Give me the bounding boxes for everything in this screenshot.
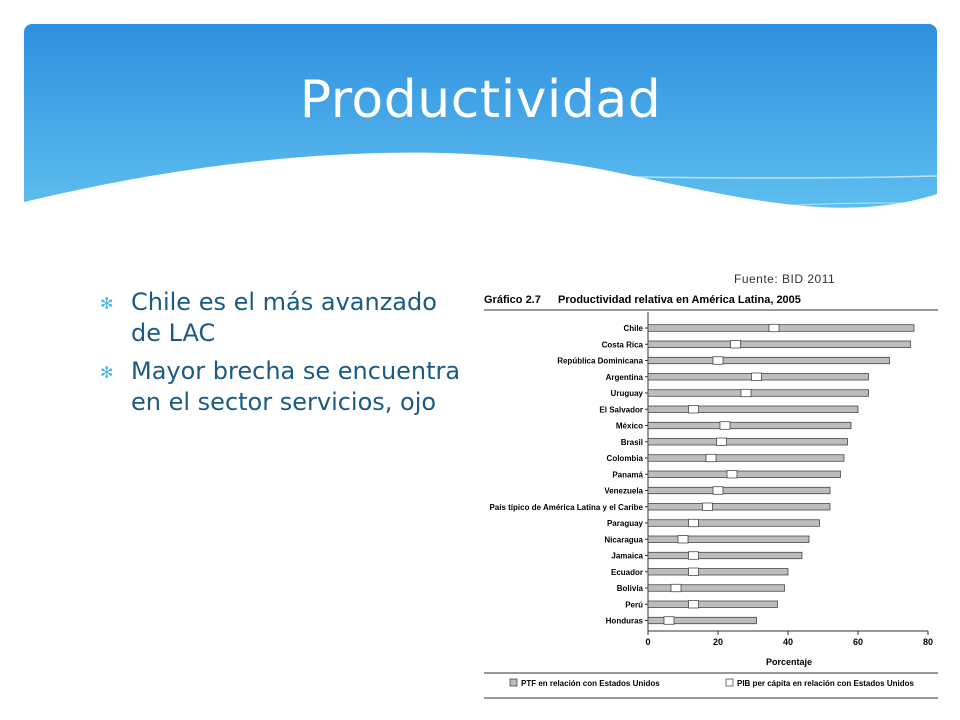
title-banner [24, 24, 937, 279]
x-tick-label: 0 [645, 637, 650, 647]
marker-pib [768, 323, 780, 333]
bar-ptf [647, 551, 803, 560]
category-label: México [616, 422, 643, 431]
category-label: República Dominicana [557, 357, 643, 366]
legend-swatch-pib [725, 678, 734, 687]
chart-title: Productividad relativa en América Latina… [558, 294, 801, 306]
bar-ptf [647, 324, 915, 332]
chart-title-prefix: Gráfico 2.7 [484, 294, 541, 306]
category-label: Nicaragua [604, 535, 643, 544]
x-axis-label: Porcentaje [766, 657, 812, 667]
bullet-item: ✻ Chile es el más avanzado de LAC [100, 287, 470, 349]
category-label: Brasil [621, 438, 643, 447]
bar-ptf [647, 568, 789, 576]
bar-ptf [647, 486, 831, 495]
marker-pib [751, 372, 762, 381]
marker-pib [688, 551, 699, 560]
legend-label-pib: PIB per cápita en relación con Estados U… [737, 679, 914, 688]
x-tick-label: 20 [713, 637, 723, 647]
bar-ptf [647, 584, 785, 592]
bar-ptf [647, 454, 845, 462]
category-label: Venezuela [604, 487, 643, 496]
marker-pib [716, 437, 727, 446]
category-label: Honduras [606, 617, 644, 626]
bar-ptf [647, 600, 778, 608]
category-label: Argentina [606, 373, 644, 382]
productivity-chart: Gráfico 2.7 Productividad relativa en Am… [484, 294, 938, 699]
bar-ptf [647, 519, 820, 527]
bar-ptf [647, 616, 757, 625]
category-label: El Salvador [599, 405, 643, 414]
marker-pib [719, 421, 731, 430]
x-tick-label: 60 [853, 637, 863, 647]
bar-ptf [647, 421, 852, 430]
bullet-text: Mayor brecha se encuentra en el sector s… [131, 357, 461, 416]
x-tick-label: 40 [783, 637, 793, 647]
marker-pib [705, 453, 717, 463]
category-label: Colombia [607, 454, 644, 463]
category-label: Chile [623, 324, 643, 333]
marker-pib [688, 518, 699, 528]
category-label: Perú [625, 600, 643, 609]
bullet-list: ✻ Chile es el más avanzado de LAC ✻ Mayo… [100, 287, 470, 425]
legend-label-ptf: PTF en relación con Estados Unidos [521, 679, 660, 688]
category-label: Costa Rica [602, 340, 644, 349]
marker-pib [712, 486, 724, 495]
x-tick-label: 80 [923, 637, 933, 647]
legend-swatch-ptf [509, 678, 518, 687]
bullet-text: Chile es el más avanzado de LAC [131, 288, 437, 347]
marker-pib [740, 388, 752, 398]
bar-ptf [647, 356, 890, 365]
slide-title: Productividad [299, 70, 662, 130]
marker-pib [688, 405, 699, 414]
bullet-icon: ✻ [100, 363, 114, 382]
marker-pib [726, 470, 738, 479]
marker-pib [670, 583, 682, 593]
marker-pib [702, 502, 713, 511]
marker-pib [688, 600, 699, 609]
marker-pib [677, 535, 689, 544]
plot-area: 0 20 40 60 80 Chile Costa Rica República Domini… [489, 312, 933, 647]
category-label: País típico de América Latina y el Carib… [489, 503, 643, 512]
bar-ptf [647, 535, 810, 543]
bar-ptf [647, 470, 841, 478]
bar-ptf [647, 389, 869, 397]
category-label: Jamaica [611, 552, 643, 561]
bar-ptf [647, 340, 911, 348]
category-label: Panamá [612, 470, 643, 479]
marker-pib [712, 356, 724, 365]
marker-pib [663, 616, 675, 625]
marker-pib [730, 340, 741, 349]
bullet-icon: ✻ [100, 294, 114, 313]
category-label: Bolivia [617, 584, 644, 593]
category-label: Paraguay [607, 519, 644, 528]
source-note: Fuente: BID 2011 [734, 272, 836, 286]
marker-pib [688, 567, 699, 576]
category-label: Uruguay [611, 389, 644, 398]
bar-ptf [647, 503, 831, 511]
bar-ptf [647, 405, 859, 413]
bullet-item: ✻ Mayor brecha se encuentra en el sector… [100, 356, 470, 418]
banner-background [24, 24, 937, 279]
bar-ptf [647, 438, 848, 446]
category-label: Ecuador [611, 568, 643, 577]
